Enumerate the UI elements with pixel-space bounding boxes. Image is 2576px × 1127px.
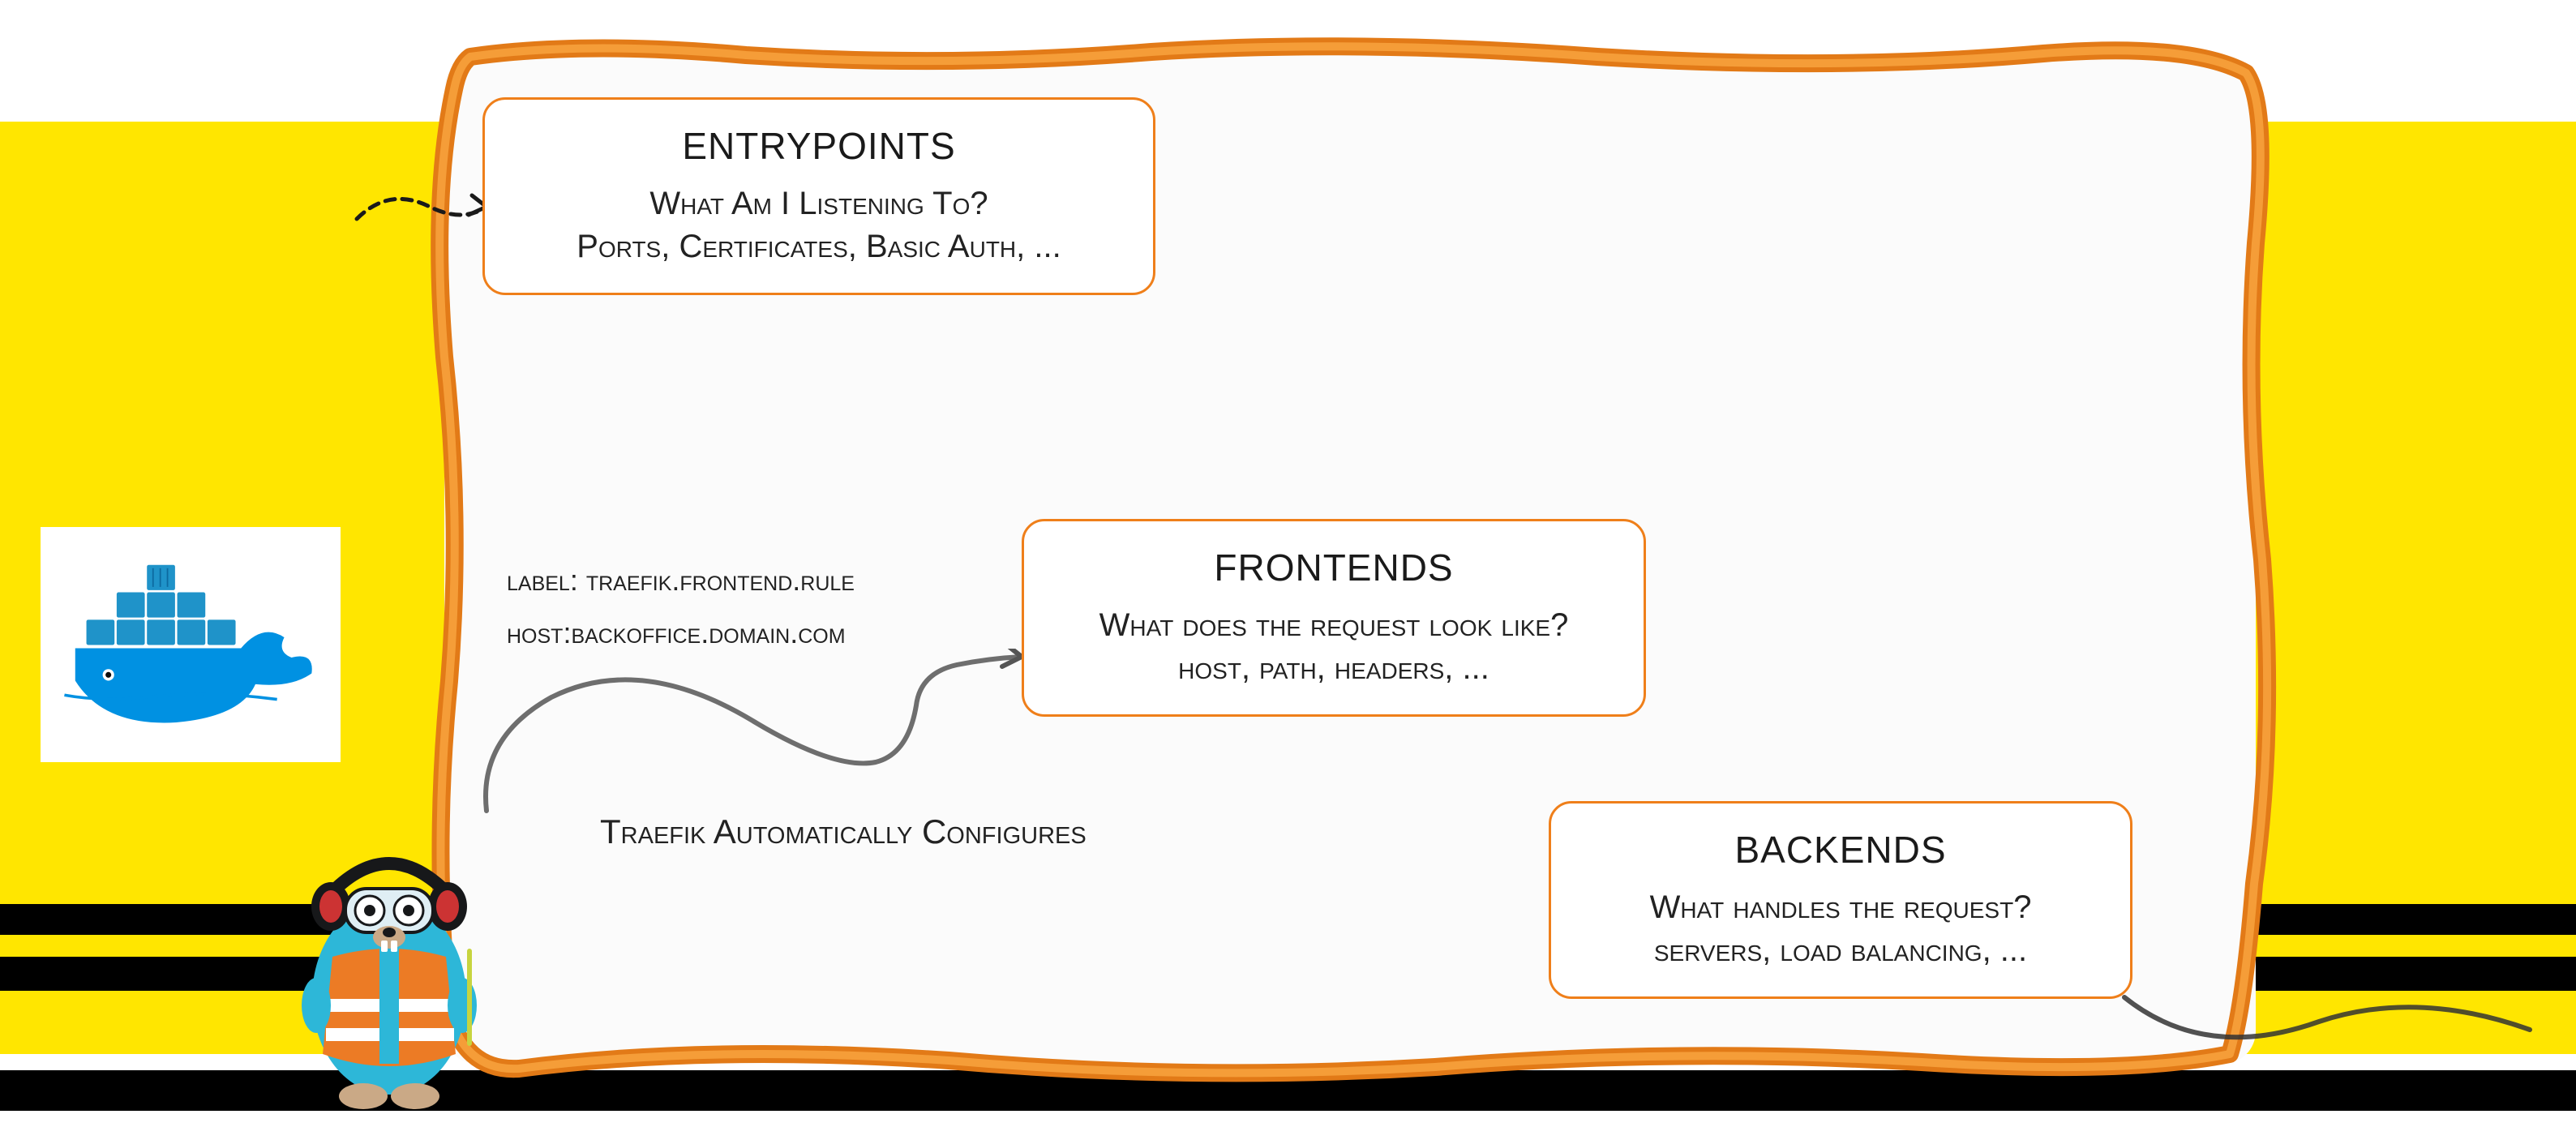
diagram-stage: ENTRYPOINTS What Am I Listening To? Port… bbox=[0, 0, 2576, 1127]
backends-title: BACKENDS bbox=[1587, 828, 2094, 872]
entrypoints-box: ENTRYPOINTS What Am I Listening To? Port… bbox=[482, 97, 1155, 295]
arrow-backends-out-icon bbox=[2108, 973, 2546, 1086]
backends-detail: servers, load balancing, ... bbox=[1587, 932, 2094, 969]
frontends-question: What does the request look like? bbox=[1060, 607, 1608, 644]
docker-icon bbox=[41, 527, 341, 762]
traefik-gopher-icon bbox=[276, 811, 503, 1119]
entrypoints-title: ENTRYPOINTS bbox=[521, 124, 1117, 168]
backends-question: What handles the request? bbox=[1587, 889, 2094, 926]
config-label-rule: label: traefik.frontend.rule bbox=[507, 564, 855, 598]
backends-box: BACKENDS What handles the request? serve… bbox=[1549, 801, 2132, 999]
frontends-box: FRONTENDS What does the request look lik… bbox=[1022, 519, 1646, 717]
frontends-detail: host, path, headers, ... bbox=[1060, 650, 1608, 687]
auto-configures-label: Traefik Automatically Configures bbox=[600, 812, 1087, 851]
entrypoints-detail: Ports, Certificates, Basic Auth, ... bbox=[521, 229, 1117, 265]
entrypoints-question: What Am I Listening To? bbox=[521, 186, 1117, 222]
frontends-title: FRONTENDS bbox=[1060, 546, 1608, 589]
config-label-host: host:backoffice.domain.com bbox=[507, 616, 846, 650]
